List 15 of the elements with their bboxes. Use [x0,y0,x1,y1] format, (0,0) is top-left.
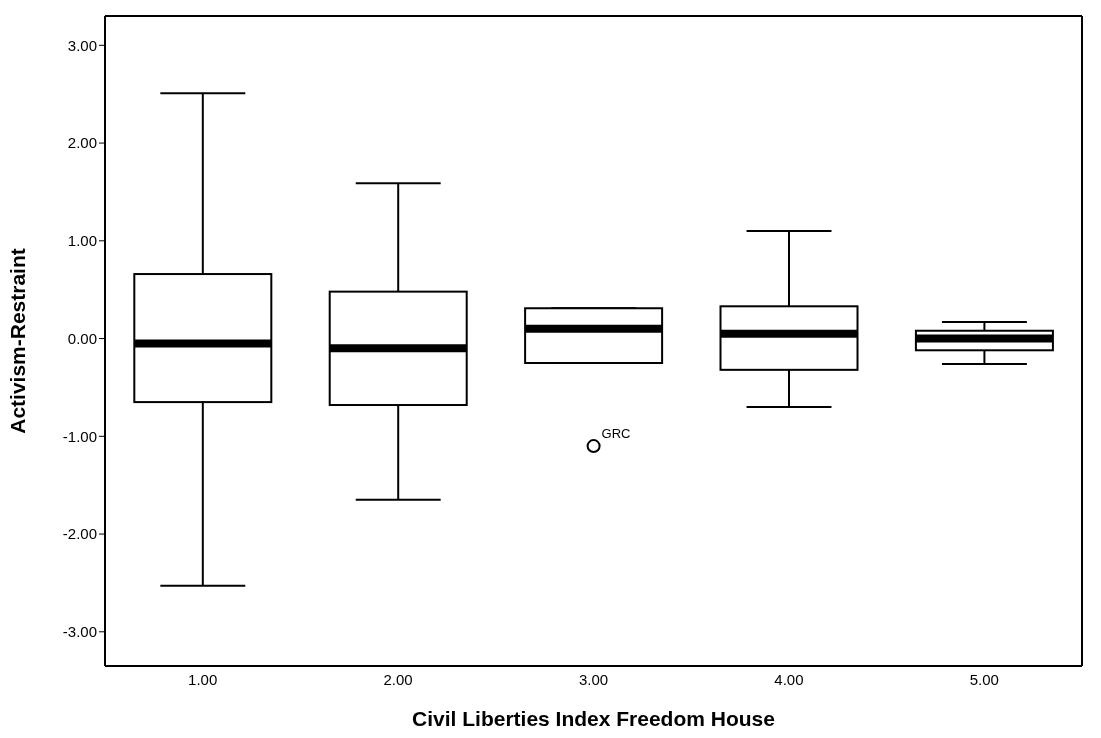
y-tick-label: 3.00 [67,36,97,54]
x-tick-label: 3.00 [578,670,609,688]
x-tick-label: 4.00 [774,670,804,688]
y-tick-label: 2.00 [67,134,97,152]
x-axis-title: Civil Liberties Index Freedom House [412,707,775,730]
x-tick-label: 2.00 [383,670,413,688]
annotation: GRC [601,426,631,442]
y-tick-label: 0.00 [67,329,97,347]
x-tick-label: 5.00 [969,670,999,688]
y-tick-label: 1.00 [67,232,97,250]
y-tick-label: -1.00 [62,427,97,445]
y-tick-label: -2.00 [62,525,97,543]
x-tick-label: 1.00 [188,670,218,688]
y-axis-title: Activism-Restraint [6,248,30,434]
y-tick-label: -3.00 [62,623,97,641]
